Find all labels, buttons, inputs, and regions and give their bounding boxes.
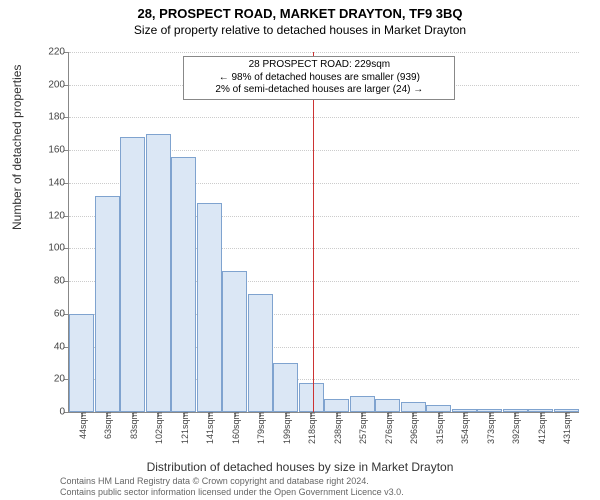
histogram-bar — [273, 363, 298, 412]
footer-line-1: Contains HM Land Registry data © Crown c… — [60, 476, 404, 487]
y-tick-label: 60 — [35, 308, 69, 319]
y-tick-label: 140 — [35, 177, 69, 188]
x-tick-label: 412sqm — [535, 412, 547, 444]
x-tick-label: 296sqm — [407, 412, 419, 444]
annotation-line-2: ← 98% of detached houses are smaller (93… — [190, 72, 448, 85]
y-tick-label: 80 — [35, 276, 69, 287]
page-title: 28, PROSPECT ROAD, MARKET DRAYTON, TF9 3… — [0, 0, 600, 21]
x-tick-label: 179sqm — [254, 412, 266, 444]
x-tick-label: 44sqm — [76, 412, 88, 439]
grid-line — [69, 117, 579, 118]
x-tick-label: 354sqm — [458, 412, 470, 444]
x-tick-label: 315sqm — [433, 412, 445, 444]
histogram-bar — [324, 399, 349, 412]
y-tick-label: 100 — [35, 243, 69, 254]
histogram-bar — [222, 271, 247, 412]
marker-line — [313, 52, 314, 412]
x-tick-label: 373sqm — [484, 412, 496, 444]
footer-attribution: Contains HM Land Registry data © Crown c… — [60, 476, 404, 498]
histogram-bar — [171, 157, 196, 412]
x-tick-label: 160sqm — [229, 412, 241, 444]
y-tick-label: 180 — [35, 112, 69, 123]
x-tick-label: 392sqm — [509, 412, 521, 444]
histogram-bar — [401, 402, 426, 412]
y-tick-label: 120 — [35, 210, 69, 221]
x-tick-label: 238sqm — [331, 412, 343, 444]
y-tick-label: 200 — [35, 79, 69, 90]
x-tick-label: 431sqm — [560, 412, 572, 444]
histogram-bar — [248, 294, 273, 412]
histogram-bar — [69, 314, 94, 412]
histogram-bar — [299, 383, 324, 412]
y-tick-label: 20 — [35, 374, 69, 385]
histogram-bar — [375, 399, 400, 412]
y-tick-label: 160 — [35, 145, 69, 156]
y-tick-label: 40 — [35, 341, 69, 352]
x-tick-label: 102sqm — [152, 412, 164, 444]
histogram-plot: 02040608010012014016018020022044sqm63sqm… — [68, 52, 579, 413]
annotation-line-1: 28 PROSPECT ROAD: 229sqm — [190, 59, 448, 72]
x-tick-label: 83sqm — [127, 412, 139, 439]
marker-annotation: 28 PROSPECT ROAD: 229sqm← 98% of detache… — [183, 56, 455, 100]
y-axis-label: Number of detached properties — [10, 65, 24, 230]
x-axis-label: Distribution of detached houses by size … — [0, 460, 600, 474]
histogram-bar — [350, 396, 375, 412]
histogram-bar — [146, 134, 171, 412]
x-tick-label: 121sqm — [178, 412, 190, 444]
grid-line — [69, 52, 579, 53]
y-tick-label: 0 — [35, 407, 69, 418]
footer-line-2: Contains public sector information licen… — [60, 487, 404, 498]
x-tick-label: 218sqm — [305, 412, 317, 444]
x-tick-label: 276sqm — [382, 412, 394, 444]
x-tick-label: 141sqm — [203, 412, 215, 444]
x-tick-label: 63sqm — [101, 412, 113, 439]
x-tick-label: 199sqm — [280, 412, 292, 444]
histogram-bar — [197, 203, 222, 412]
y-tick-label: 220 — [35, 47, 69, 58]
annotation-line-3: 2% of semi-detached houses are larger (2… — [190, 84, 448, 97]
x-tick-label: 257sqm — [356, 412, 368, 444]
histogram-bar — [95, 196, 120, 412]
page-subtitle: Size of property relative to detached ho… — [0, 21, 600, 37]
histogram-bar — [120, 137, 145, 412]
